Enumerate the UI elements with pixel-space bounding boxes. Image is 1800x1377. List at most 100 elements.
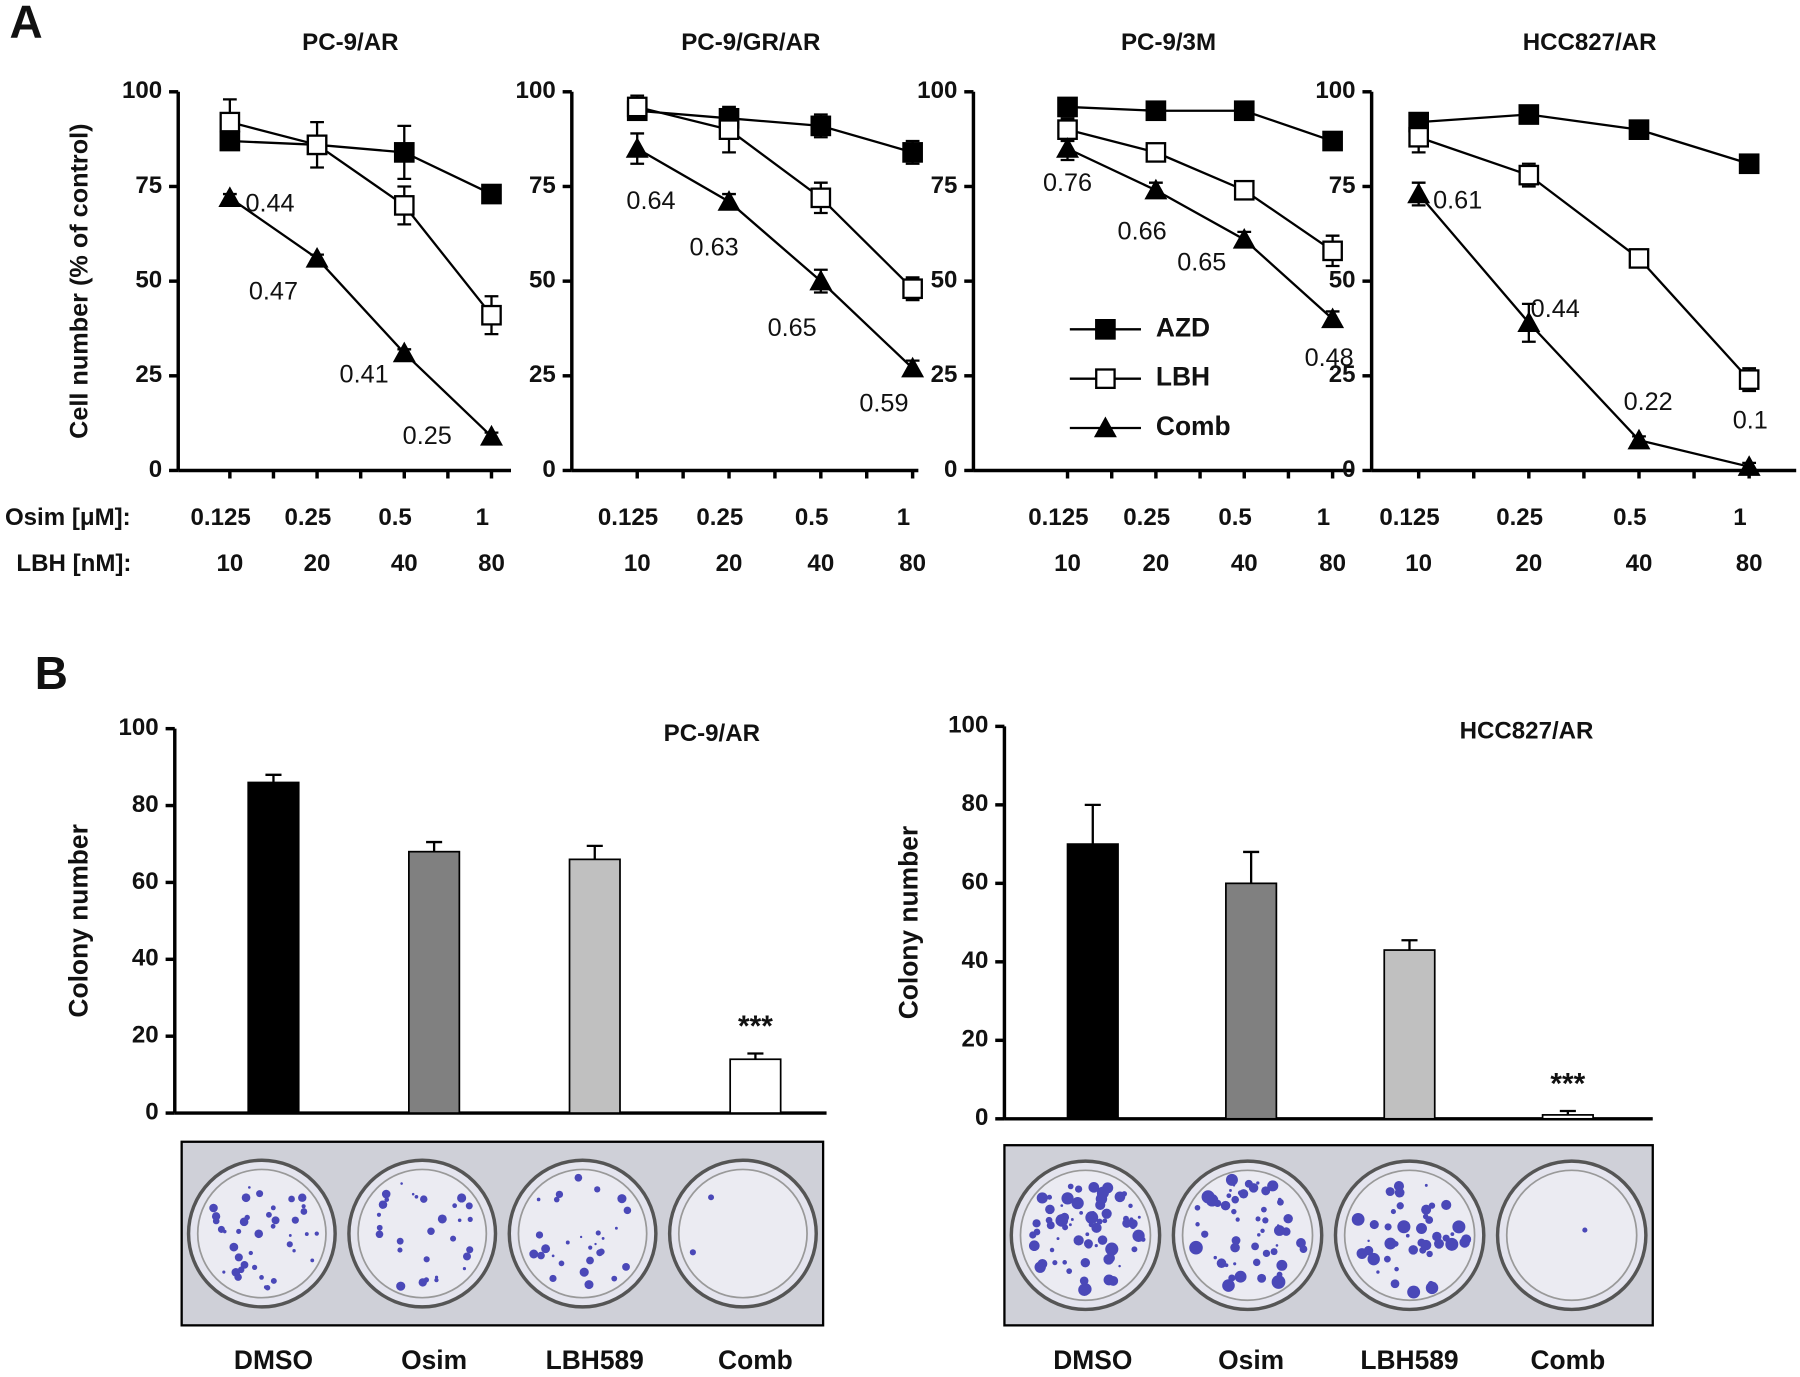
x-tick-label: 40 [391,550,418,577]
colony [240,1260,249,1269]
marker-triangle [717,190,741,211]
colony [452,1203,458,1209]
error-bar [426,840,443,852]
x-row-label: LBH [nM]: [16,550,131,577]
marker-open-square [393,195,415,216]
colony [1060,1204,1064,1207]
marker-square [1738,153,1760,175]
colony [1225,1173,1238,1186]
colony [1118,1264,1121,1268]
significance-label: *** [738,1010,773,1043]
x-tick-label: 80 [899,550,926,577]
colony [1088,1181,1100,1193]
colony [314,1231,319,1236]
well-inner [677,1168,808,1299]
colony [611,1275,618,1282]
colony [1233,1262,1237,1266]
colony [1094,1244,1098,1248]
colony [1045,1204,1055,1215]
colony [1117,1193,1123,1199]
significance-label: *** [1550,1068,1585,1101]
colony [217,1225,225,1233]
colony [1096,1186,1109,1199]
colony [617,1194,627,1204]
colony [1257,1273,1267,1283]
colony [1080,1258,1091,1268]
series-line [1418,113,1750,165]
colony [1140,1237,1146,1242]
colony [300,1208,308,1215]
y-tick-label: 25 [1329,361,1356,388]
colony [288,1234,292,1237]
y-tick-label: 100 [1315,77,1355,104]
colony [579,1267,589,1277]
colony [1262,1217,1269,1224]
colony [1060,1212,1070,1222]
marker-triangle [218,186,242,208]
series-line [1417,193,1750,468]
colony [396,1281,406,1291]
error-bar [1084,803,1101,845]
colony [1408,1245,1419,1255]
colony [1376,1270,1380,1274]
colony [381,1189,391,1199]
marker-open-square [1738,369,1760,390]
colony [614,1226,618,1230]
error-bar [747,1052,764,1060]
series-line [1067,128,1334,252]
y-tick-label: 40 [962,947,989,974]
colony [708,1194,715,1201]
ci-label: 0.63 [690,233,739,261]
marker-triangle [1321,307,1345,329]
marker-triangle [625,137,649,158]
y-tick-label: 100 [516,77,556,104]
chart-title: HCC827/AR [1523,29,1657,56]
marker-triangle [1627,428,1651,450]
marker-square [1518,104,1540,125]
colony [375,1230,384,1239]
ci-label: 0.76 [1043,169,1092,197]
bar [408,850,461,1114]
y-tick-label: 0 [542,456,555,483]
y-tick-label: 100 [948,712,988,739]
colony [397,1247,403,1253]
y-tick-label: 20 [962,1026,989,1053]
bar [1383,949,1436,1120]
marker-open-square [219,111,241,133]
colony [1067,1183,1074,1190]
y-tick-label: 100 [119,714,159,741]
bar [247,781,300,1114]
legend-marker [1093,416,1117,438]
colony [601,1237,605,1240]
colony [1231,1208,1237,1215]
colony [565,1240,570,1245]
series-line [637,109,913,154]
colony [1248,1183,1259,1193]
colony [1213,1255,1217,1260]
colony [1231,1195,1240,1204]
colony [1049,1247,1055,1253]
colony [1262,1249,1271,1258]
y-tick-label: 75 [1329,172,1356,199]
colony [384,1197,390,1202]
colony [1416,1223,1427,1234]
bar [1066,843,1119,1120]
colony [1105,1253,1115,1263]
x-tick-label: 1 [1317,504,1330,531]
colony [1267,1180,1279,1192]
x-tick-label: 0.5 [795,504,828,531]
legend-marker [1095,319,1116,340]
marker-open-square [718,119,740,140]
colony [536,1197,541,1202]
bar [1225,882,1278,1120]
x-tick-label: LBH589 [546,1345,644,1375]
colony [256,1190,264,1198]
colony [1235,1217,1240,1222]
bar [568,858,621,1114]
colony [1255,1216,1261,1222]
y-tick-label: 75 [135,172,162,199]
colony [1351,1212,1365,1226]
colony [1445,1237,1459,1251]
colony [1101,1208,1112,1219]
